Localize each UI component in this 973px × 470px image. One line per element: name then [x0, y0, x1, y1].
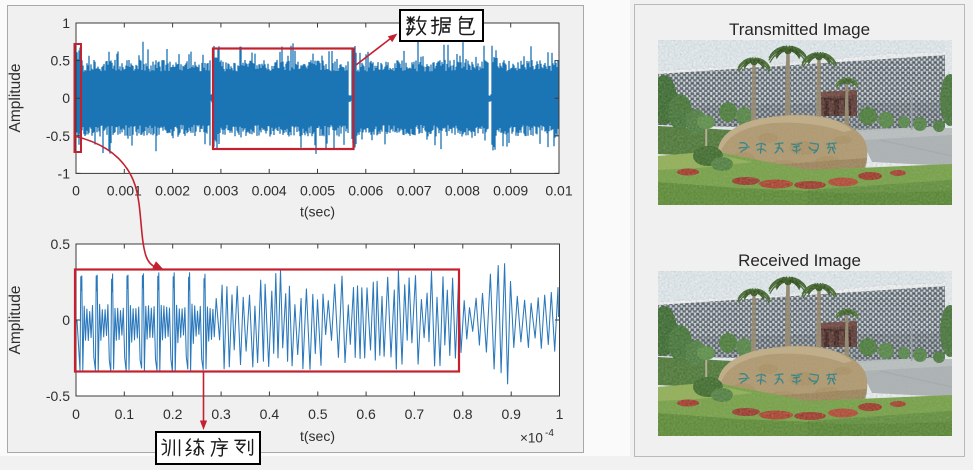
svg-text:0: 0: [62, 90, 70, 106]
svg-text:-0.5: -0.5: [46, 128, 70, 144]
svg-text:t(sec): t(sec): [300, 204, 335, 220]
svg-text:t(sec): t(sec): [300, 428, 335, 444]
svg-text:0.008: 0.008: [445, 183, 480, 199]
svg-text:0.4: 0.4: [260, 406, 280, 422]
svg-text:0.01: 0.01: [545, 183, 572, 199]
svg-text:Amplitude: Amplitude: [7, 64, 24, 133]
svg-text:0.5: 0.5: [51, 53, 71, 69]
svg-text:0.005: 0.005: [300, 183, 335, 199]
svg-text:0: 0: [62, 312, 70, 328]
svg-text:0.5: 0.5: [51, 236, 71, 252]
svg-text:0.2: 0.2: [163, 406, 183, 422]
svg-text:0.3: 0.3: [211, 406, 231, 422]
svg-text:0.003: 0.003: [203, 183, 238, 199]
svg-text:-0.5: -0.5: [46, 388, 70, 404]
svg-text:0.009: 0.009: [493, 183, 528, 199]
svg-text:0.9: 0.9: [501, 406, 521, 422]
svg-text:0.6: 0.6: [356, 406, 376, 422]
svg-text:1: 1: [62, 15, 70, 31]
svg-text:0: 0: [72, 183, 80, 199]
svg-text:1: 1: [556, 406, 564, 422]
svg-text:0.001: 0.001: [107, 183, 142, 199]
svg-text:×10: ×10: [520, 431, 543, 446]
svg-text:0.006: 0.006: [348, 183, 383, 199]
svg-text:0.7: 0.7: [405, 406, 425, 422]
svg-text:0.002: 0.002: [155, 183, 190, 199]
svg-text:Amplitude: Amplitude: [7, 286, 24, 355]
svg-text:0.8: 0.8: [453, 406, 473, 422]
svg-text:0.007: 0.007: [397, 183, 432, 199]
svg-text:0.5: 0.5: [308, 406, 328, 422]
svg-text:0.004: 0.004: [252, 183, 287, 199]
svg-text:0.1: 0.1: [115, 406, 135, 422]
svg-text:0: 0: [72, 406, 80, 422]
svg-text:-1: -1: [58, 165, 71, 181]
svg-text:-4: -4: [545, 428, 554, 439]
